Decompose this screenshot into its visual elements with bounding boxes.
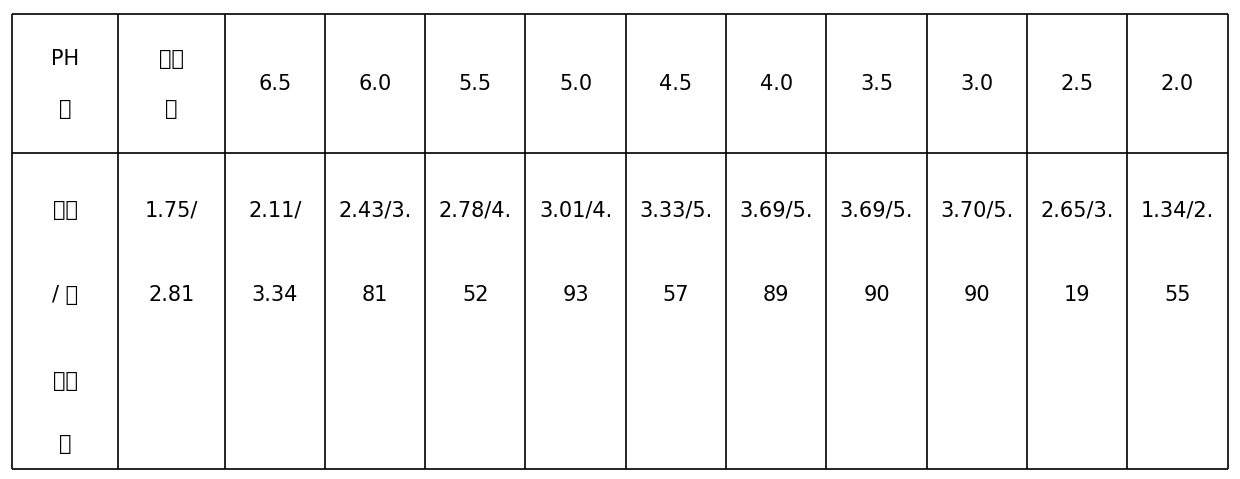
Text: 57: 57 (662, 285, 689, 306)
Text: 3.69/5.: 3.69/5. (739, 200, 813, 220)
Text: 得率: 得率 (53, 200, 78, 220)
Text: 2.43/3.: 2.43/3. (339, 200, 412, 220)
Text: 5.0: 5.0 (559, 74, 593, 94)
Text: 52: 52 (463, 285, 489, 306)
Text: 2.78/4.: 2.78/4. (439, 200, 512, 220)
Text: 81: 81 (362, 285, 388, 306)
Text: 6.0: 6.0 (358, 74, 392, 94)
Text: 93: 93 (562, 285, 589, 306)
Text: 原溶: 原溶 (159, 49, 184, 69)
Text: PH: PH (51, 49, 79, 69)
Text: 4.5: 4.5 (660, 74, 692, 94)
Text: 1.34/2.: 1.34/2. (1141, 200, 1214, 220)
Text: 2.65/3.: 2.65/3. (1040, 200, 1114, 220)
Text: 6.5: 6.5 (258, 74, 291, 94)
Text: 2.5: 2.5 (1060, 74, 1094, 94)
Text: 2.0: 2.0 (1161, 74, 1194, 94)
Text: 5.5: 5.5 (459, 74, 492, 94)
Text: 3.34: 3.34 (252, 285, 298, 306)
Text: 2.11/: 2.11/ (248, 200, 301, 220)
Text: 3.0: 3.0 (960, 74, 993, 94)
Text: 液: 液 (165, 99, 177, 119)
Text: 3.69/5.: 3.69/5. (839, 200, 914, 220)
Text: 量: 量 (60, 434, 72, 454)
Text: 19: 19 (1064, 285, 1090, 306)
Text: 酚含: 酚含 (53, 371, 78, 391)
Text: 55: 55 (1164, 285, 1190, 306)
Text: 3.33/5.: 3.33/5. (640, 200, 713, 220)
Text: 1.75/: 1.75/ (145, 200, 198, 220)
Text: 4.0: 4.0 (760, 74, 792, 94)
Text: 90: 90 (963, 285, 991, 306)
Text: / 多: / 多 (52, 285, 78, 306)
Text: 90: 90 (863, 285, 890, 306)
Text: 值: 值 (60, 99, 72, 119)
Text: 2.81: 2.81 (149, 285, 195, 306)
Text: 89: 89 (763, 285, 790, 306)
Text: 3.01/4.: 3.01/4. (539, 200, 613, 220)
Text: 3.5: 3.5 (861, 74, 893, 94)
Text: 3.70/5.: 3.70/5. (940, 200, 1013, 220)
